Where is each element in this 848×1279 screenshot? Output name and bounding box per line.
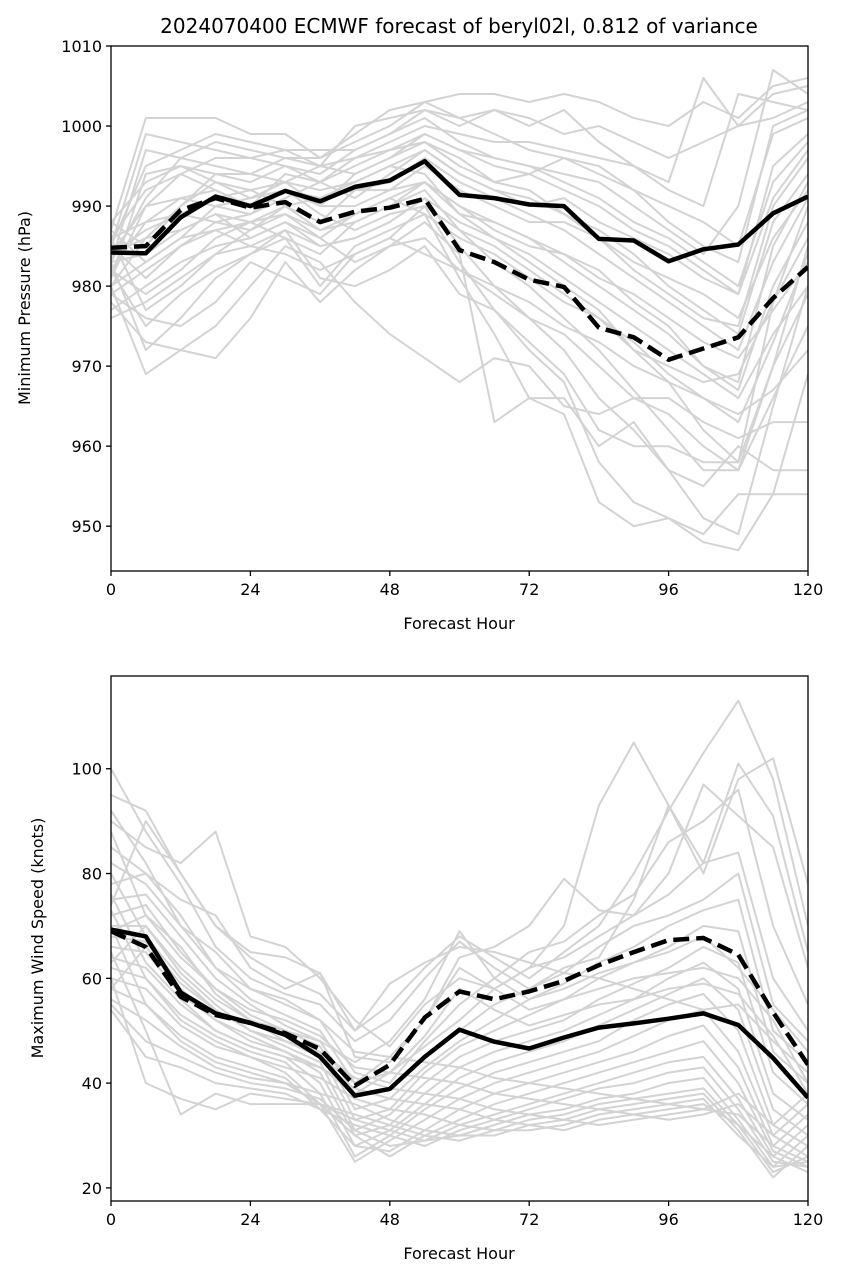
ensemble-member-line — [111, 229, 808, 464]
x-tick-label: 96 — [658, 580, 678, 599]
ensemble-member-line — [111, 149, 808, 320]
ensemble-member-line — [111, 810, 808, 1126]
x-axis: 0 24 48 72 96 120 — [106, 1201, 823, 1229]
ensemble-member-line — [111, 956, 808, 1147]
y-tick-label: 1000 — [61, 117, 102, 136]
ensemble-member-line — [111, 966, 808, 1158]
ensemble-member-line — [111, 181, 808, 384]
y-axis-label: Maximum Wind Speed (knots) — [28, 818, 47, 1059]
dashed-series-line — [111, 195, 808, 362]
ensemble-member-line — [111, 77, 808, 263]
x-tick-label: 48 — [380, 580, 400, 599]
y-tick-label: 990 — [71, 197, 102, 216]
dashed-series-line — [111, 929, 808, 1088]
x-tick-label: 120 — [793, 1210, 824, 1229]
summary-series — [111, 927, 808, 1100]
x-tick-label: 0 — [106, 1210, 116, 1229]
ensemble-member-line — [111, 237, 808, 416]
x-tick-label: 120 — [793, 580, 824, 599]
ensemble-member-line — [111, 213, 808, 536]
y-tick-label: 970 — [71, 357, 102, 376]
ensemble-member-line — [111, 101, 808, 263]
ensemble-member-line — [111, 741, 808, 1048]
ensemble-member-line — [111, 831, 808, 1137]
ensemble-member-line — [111, 197, 808, 384]
y-tick-label: 100 — [71, 760, 102, 779]
y-axis-label: Minimum Pressure (hPa) — [15, 211, 34, 405]
ensemble-member-line — [111, 189, 808, 472]
x-tick-label: 96 — [658, 1210, 678, 1229]
chart-title: 2024070400 ECMWF forecast of beryl02l, 0… — [160, 14, 758, 38]
ensemble-member-line — [111, 935, 808, 1132]
ensemble-member-line — [111, 951, 808, 1174]
y-tick-label: 40 — [82, 1074, 102, 1093]
ensemble-member-line — [111, 181, 808, 392]
ensemble-member-line — [111, 898, 808, 1111]
x-tick-label: 24 — [240, 1210, 260, 1229]
y-axis: 950 960 970 980 990 1000 1010 — [61, 37, 111, 536]
ensemble-member-line — [111, 783, 808, 1064]
plot-frame — [110, 675, 809, 1202]
ensemble-member-line — [111, 197, 808, 400]
ensemble-member-line — [111, 221, 808, 488]
y-tick-label: 980 — [71, 277, 102, 296]
y-tick-label: 1010 — [61, 37, 102, 56]
summary-series — [111, 158, 808, 362]
ensemble-member-line — [111, 925, 808, 1179]
y-axis: 20 40 60 80 100 — [71, 760, 111, 1198]
ensemble-member-line — [111, 788, 808, 1085]
ensemble-member-line — [111, 945, 808, 1095]
ensemble-member-line — [111, 205, 808, 552]
x-tick-label: 0 — [106, 580, 116, 599]
ensemble-members — [111, 69, 808, 552]
x-tick-label: 24 — [240, 580, 260, 599]
ensemble-member-line — [111, 924, 808, 1121]
ensemble-member-line — [111, 133, 808, 296]
y-tick-label: 960 — [71, 437, 102, 456]
ensemble-member-line — [111, 157, 808, 328]
solid-series-line — [111, 158, 808, 264]
ensemble-member-line — [111, 699, 808, 1032]
ensemble-member-line — [111, 851, 808, 1085]
pressure-panel: 2024070400 ECMWF forecast of beryl02l, 0… — [15, 14, 823, 633]
ensemble-member-line — [111, 1009, 808, 1168]
ensemble-member-line — [111, 93, 808, 247]
y-tick-label: 20 — [82, 1179, 102, 1198]
ensemble-member-line — [111, 909, 808, 1168]
ensemble-member-line — [111, 141, 808, 336]
wind-panel: 0 24 48 72 96 120 20 40 60 80 100 Forecast Hour M… — [28, 675, 823, 1263]
ensemble-member-line — [111, 181, 808, 360]
y-tick-label: 950 — [71, 517, 102, 536]
y-tick-label: 60 — [82, 969, 102, 988]
x-tick-label: 72 — [519, 1210, 539, 1229]
x-axis-label: Forecast Hour — [403, 614, 515, 633]
plot-frame — [110, 45, 809, 572]
ensemble-member-line — [111, 914, 808, 1064]
x-tick-label: 48 — [380, 1210, 400, 1229]
ensemble-member-line — [111, 189, 808, 424]
ensemble-member-line — [111, 245, 808, 440]
ensemble-member-line — [111, 165, 808, 464]
ensemble-member-line — [111, 894, 808, 1158]
y-tick-label: 80 — [82, 865, 102, 884]
ensemble-member-line — [111, 924, 808, 1085]
x-tick-label: 72 — [519, 580, 539, 599]
ensemble-member-line — [111, 757, 808, 1043]
x-axis: 0 24 48 72 96 120 — [106, 571, 823, 599]
x-axis-label: Forecast Hour — [403, 1244, 515, 1263]
ensemble-member-line — [111, 998, 808, 1168]
ensemble-member-line — [111, 820, 808, 1074]
